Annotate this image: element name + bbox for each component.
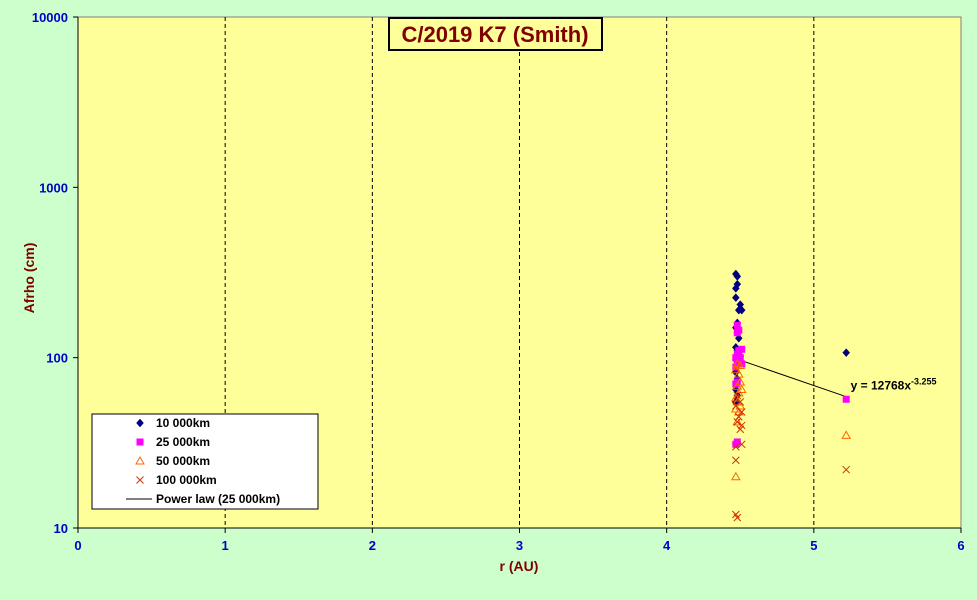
chart-title-box: C/2019 K7 (Smith) [388, 17, 603, 51]
data-point [732, 284, 740, 293]
x-tick-label: 1 [222, 538, 229, 553]
data-point [736, 354, 744, 362]
data-point [735, 360, 746, 369]
data-point [737, 305, 746, 315]
x-tick-label: 2 [369, 538, 376, 553]
data-point [731, 456, 740, 465]
y-tick-label: 1000 [39, 180, 68, 195]
x-axis: 0 1 2 3 4 5 6 [74, 527, 965, 553]
legend-label: 100 000km [156, 473, 217, 487]
series-layer [730, 269, 852, 522]
trendline-equation: y = 12768x-3.255 [851, 377, 937, 393]
y-tick-label: 100 [46, 351, 68, 366]
legend-item: 50 000km [135, 454, 210, 468]
data-point [732, 293, 740, 303]
data-point [842, 465, 851, 474]
power-law-trendline [737, 358, 847, 398]
series-3 [731, 391, 851, 522]
x-gridlines [224, 17, 815, 528]
chart-title: C/2019 K7 (Smith) [401, 22, 588, 47]
data-point [737, 408, 746, 416]
data-point [733, 350, 741, 358]
series-4 [737, 358, 847, 398]
data-point [731, 402, 740, 410]
legend-item: 10 000km [136, 416, 210, 430]
x-tick-label: 4 [663, 538, 671, 553]
data-point [733, 417, 742, 426]
legend: 10 000km 25 000km 50 000km 100 000km Power l… [91, 413, 319, 510]
data-point [733, 357, 741, 365]
data-point [841, 430, 852, 439]
data-point [733, 369, 744, 378]
legend-swatch [136, 476, 144, 484]
x-tick-label: 0 [74, 538, 81, 553]
equation-exponent: -3.255 [911, 377, 937, 387]
x-axis-title: r (AU) [500, 558, 539, 574]
data-point [735, 376, 746, 386]
y-tick-label: 10000 [32, 10, 68, 25]
equation-base: y = 12768x [851, 379, 912, 393]
data-point [732, 440, 740, 448]
data-point [842, 395, 850, 403]
legend-swatch [135, 455, 145, 465]
data-point [842, 348, 851, 358]
y-tick-label: 10 [54, 521, 68, 536]
data-point [732, 416, 743, 426]
legend-swatch [136, 418, 144, 428]
legend-item: 25 000km [136, 435, 210, 449]
x-tick-label: 6 [957, 538, 964, 553]
data-point [735, 401, 746, 410]
legend-label: 25 000km [156, 435, 210, 449]
data-point [736, 425, 745, 434]
legend-item: Power law (25 000km) [126, 492, 280, 506]
data-point [732, 354, 740, 362]
legend-label: Power law (25 000km) [156, 492, 280, 506]
legend-label: 10 000km [156, 416, 210, 430]
data-point [733, 321, 741, 329]
y-axis: 10 100 1000 10000 [32, 10, 79, 536]
data-point [734, 412, 743, 421]
data-point [737, 440, 746, 449]
data-point [732, 381, 743, 390]
legend-label: 50 000km [156, 454, 210, 468]
data-point [731, 442, 740, 451]
data-point [733, 329, 741, 337]
annotation-layer: y = 12768x-3.255 [851, 377, 937, 393]
legend-swatch [136, 438, 144, 446]
data-point [736, 384, 747, 394]
legend-item: 100 000km [136, 473, 217, 487]
x-tick-label: 5 [810, 538, 817, 553]
data-point [733, 513, 742, 522]
y-axis-title: Afrho (cm) [21, 243, 37, 314]
x-tick-label: 3 [516, 538, 523, 553]
data-point [730, 364, 741, 374]
data-point [733, 391, 742, 400]
data-point [730, 471, 741, 481]
